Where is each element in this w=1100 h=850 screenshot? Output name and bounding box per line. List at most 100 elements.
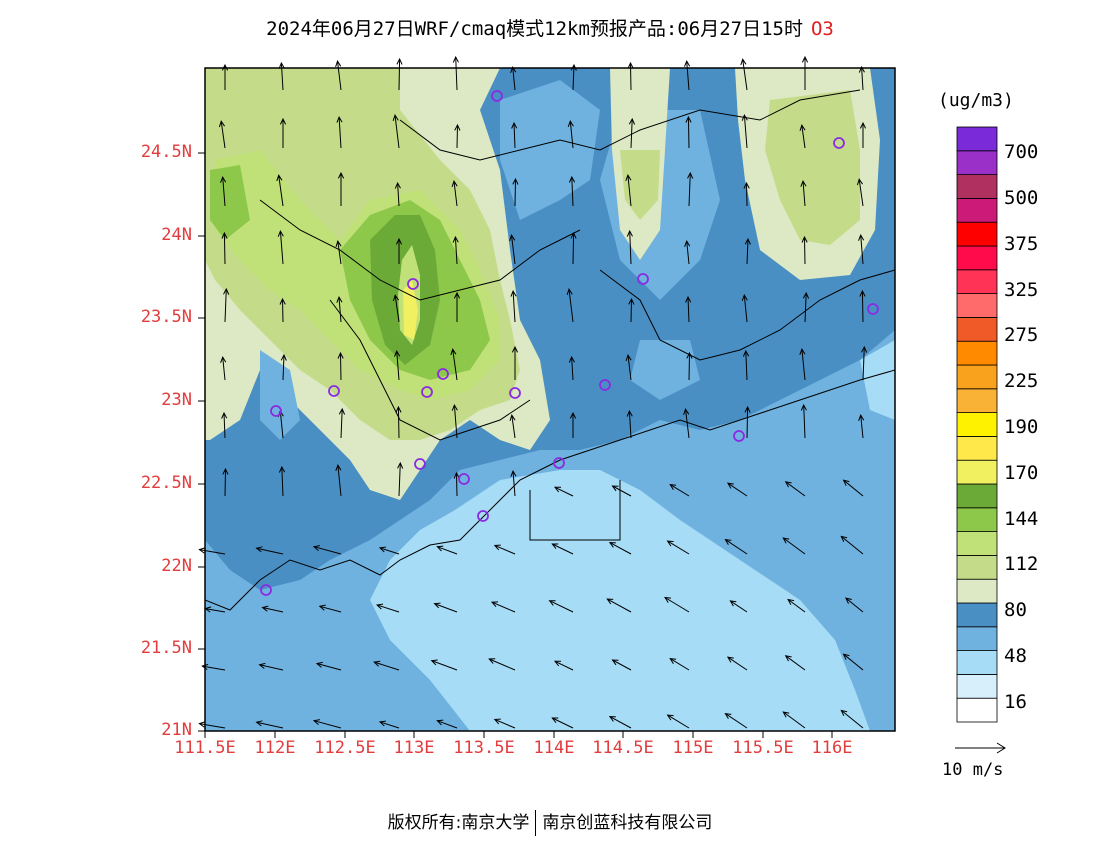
wind-arrow: [609, 542, 632, 555]
wind-arrow-head: [627, 61, 634, 69]
wind-arrow: [313, 720, 342, 729]
wind-arrow-head: [782, 537, 790, 544]
wind-arrow-head: [376, 603, 384, 610]
wind-arrow: [730, 600, 748, 613]
station-marker: [328, 385, 340, 397]
colorbar-swatch: [956, 674, 998, 699]
wind-arrow: [282, 354, 285, 381]
y-tick-marks: [198, 152, 205, 732]
wind-arrow: [316, 663, 342, 671]
wind-arrow-head: [551, 717, 559, 724]
wind-arrow-head: [684, 59, 691, 67]
colorbar-label: 16: [1004, 691, 1027, 713]
coast-box: [529, 480, 621, 541]
wind-arrow-head: [858, 233, 865, 241]
wind-arrow: [379, 547, 400, 555]
wind-arrow-head: [511, 345, 519, 353]
wind-arrow-head: [451, 180, 458, 188]
wind-arrow: [860, 415, 864, 439]
wind-arrow-head: [394, 349, 401, 357]
colorbar-swatch: [956, 626, 998, 651]
wind-arrow: [512, 67, 516, 91]
wind-arrow-head: [436, 545, 444, 552]
wind-arrow: [279, 411, 284, 439]
wind-arrow: [313, 546, 342, 555]
wind-arrow-head: [687, 171, 694, 179]
wind-arrow-head: [553, 660, 561, 667]
wind-arrow: [398, 462, 401, 497]
y-tick-label: 24.5N: [140, 142, 192, 162]
wind-arrow-head: [744, 405, 751, 413]
wind-vectors: [198, 55, 868, 729]
wind-arrow: [843, 653, 864, 671]
station-marker: [414, 458, 426, 470]
x-tick-marks: [204, 731, 833, 738]
wind-arrow: [783, 711, 806, 729]
station-marker: [437, 368, 449, 380]
wind-arrow-head: [569, 411, 577, 419]
y-tick-label: 23.5N: [140, 307, 192, 327]
wind-arrow-head: [625, 174, 632, 181]
wind-arrow: [725, 713, 748, 729]
wind-arrow-head: [335, 240, 342, 248]
wind-arrow-head: [666, 540, 674, 547]
wind-arrow-head: [453, 291, 461, 299]
colorbar-swatch: [956, 340, 998, 366]
wind-arrow-head: [724, 712, 732, 719]
colorbar-label: 170: [1004, 462, 1039, 484]
wind-arrow-head: [223, 287, 230, 295]
colorbar-swatch: [956, 531, 998, 556]
wind-arrow-head: [608, 716, 616, 722]
station-marker: [477, 510, 489, 522]
colorbar-swatch: [956, 388, 998, 413]
wind-arrow: [256, 547, 284, 555]
wind-arrow: [278, 175, 284, 207]
wind-arrow: [398, 58, 401, 91]
station-marker: [458, 473, 470, 485]
wind-arrow-head: [218, 120, 226, 128]
y-tick-label: 22.5N: [140, 473, 192, 493]
station-marker: [407, 278, 419, 290]
wind-arrow: [554, 486, 574, 497]
wind-arrow-head: [856, 178, 864, 186]
wind-arrow-head: [397, 461, 404, 469]
wind-arrow-head: [799, 124, 806, 132]
wind-arrow-head: [452, 235, 459, 243]
wind-arrow-head: [510, 289, 517, 297]
band-48-64-b: [205, 600, 420, 731]
wind-arrow-head: [490, 601, 499, 608]
wind-arrow: [572, 64, 575, 91]
boundaries: [205, 89, 895, 611]
wind-arrow-head: [566, 288, 573, 296]
wind-arrow-head: [378, 546, 386, 553]
footer-right: 南京创蓝科技有限公司: [542, 813, 713, 833]
wind-arrow-head: [493, 718, 501, 725]
colorbar-label: 80: [1004, 599, 1027, 621]
colorbar-swatch: [956, 221, 998, 247]
colorbar-swatch: [956, 697, 998, 723]
wind-arrow: [860, 235, 864, 265]
wind-arrow: [374, 661, 400, 671]
wind-arrow-head: [726, 482, 734, 489]
station-marker: [553, 457, 565, 469]
wind-arrow: [338, 117, 342, 149]
wind-arrow: [379, 721, 400, 729]
station-marker: [421, 386, 433, 398]
wind-arrow-head: [782, 711, 790, 718]
wind-arrow-head: [220, 175, 227, 183]
wind-arrow-head: [198, 721, 206, 728]
wind-arrow-head: [312, 545, 320, 551]
wind-arrow: [783, 537, 806, 555]
colorbar-swatch: [956, 578, 998, 604]
wind-arrow: [804, 236, 806, 265]
wind-arrow: [454, 236, 458, 265]
wind-arrow-head: [567, 119, 574, 127]
wind-arrow: [512, 291, 516, 323]
wind-arrow-head: [611, 659, 619, 666]
wind-arrow: [489, 658, 516, 671]
wind-arrow-head: [510, 65, 517, 73]
wind-arrow: [494, 718, 516, 729]
wind-arrow: [456, 124, 458, 149]
x-tick-label: 112.5E: [314, 738, 376, 758]
wind-arrow: [664, 597, 690, 613]
